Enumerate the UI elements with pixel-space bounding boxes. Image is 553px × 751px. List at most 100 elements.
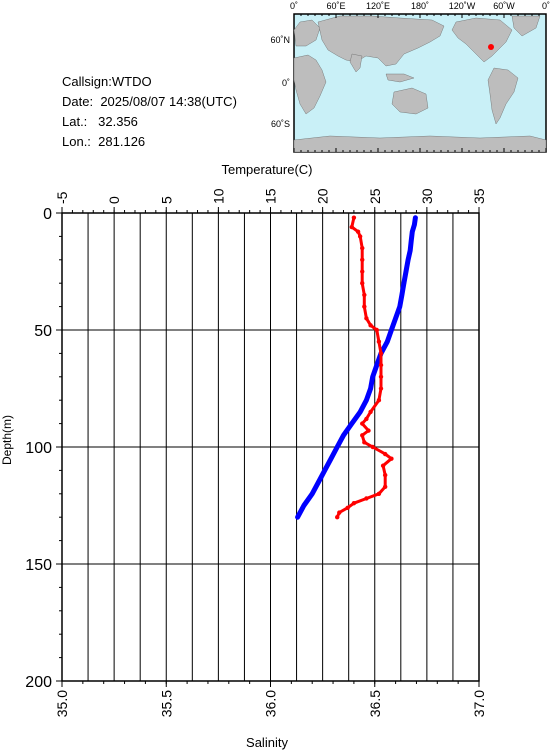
temperature-point (397, 304, 402, 309)
lon-value: 281.126 (98, 134, 146, 149)
map-lon-label: 60˚E (326, 1, 345, 11)
temperature-tick-label: 0 (106, 196, 122, 204)
salinity-point (362, 304, 367, 309)
callsign-row: Callsign:WTDO (62, 72, 237, 92)
callsign-value: WTDO (111, 74, 152, 89)
temperature-point (412, 222, 417, 227)
landmass-greenland (511, 15, 541, 37)
date-label: Date: (62, 94, 94, 109)
salinity-point (378, 386, 384, 391)
temperature-point (413, 215, 418, 220)
map-lon-label: 120˚W (449, 1, 476, 11)
salinity-point (376, 491, 382, 496)
chart-grid (61, 212, 480, 682)
salinity-tick-label: 37.0 (471, 690, 487, 717)
map-lat-label: 60˚S (271, 119, 290, 129)
temperature-point (368, 386, 373, 391)
depth-tick-label: 150 (25, 557, 52, 574)
salinity-point (360, 269, 365, 274)
salinity-point (351, 215, 357, 220)
map-latitude-labels: 60˚N 0˚ 60˚S (270, 35, 290, 129)
landmass-asia (317, 15, 445, 67)
temperature-point (407, 248, 413, 253)
temperature-tick-label: 10 (210, 188, 226, 204)
world-map: 0˚ 60˚E 120˚E 180˚ 120˚W 60˚W 0˚ 60˚N 0˚ 60˚S (270, 1, 550, 153)
salinity-point (364, 316, 369, 321)
salinity-ticks: 35.0 35.5 36.0 36.5 37.0 (54, 681, 487, 717)
temperature-point (385, 339, 390, 344)
temperature-tick-label: 25 (367, 188, 383, 204)
temperature-point (341, 433, 346, 438)
temperature-point (301, 503, 307, 508)
salinity-point (366, 428, 371, 433)
landmass-india (349, 53, 363, 73)
map-lon-label: 120˚E (366, 1, 390, 11)
callsign-label: Callsign: (62, 74, 112, 89)
map-lon-label: 0˚ (290, 1, 298, 11)
lat-row: Lat.: 32.356 (62, 112, 237, 132)
landmass-australia (391, 87, 429, 115)
salinity-point (380, 463, 386, 468)
date-value: 2025/08/07 14:38(UTC) (100, 94, 237, 109)
temperature-point (328, 456, 334, 461)
landmass-south-america (487, 67, 519, 125)
top-axis-title: Temperature(C) (221, 162, 312, 177)
temperature-point (405, 257, 411, 262)
salinity-point (362, 292, 367, 298)
map-lon-label: 0˚ (542, 1, 550, 11)
lon-label: Lon.: (62, 134, 91, 149)
salinity-point (378, 374, 384, 379)
salinity-point (378, 351, 384, 356)
series-layer (295, 215, 418, 520)
salinity-point (360, 245, 365, 251)
temperature-point (295, 515, 300, 520)
temperature-point (409, 238, 414, 244)
temperature-profile-line (295, 215, 418, 520)
salinity-point (368, 323, 373, 328)
map-lat-label: 60˚N (270, 35, 290, 45)
depth-tick-label: 0 (43, 206, 52, 223)
salinity-tick-label: 36.0 (263, 690, 279, 717)
temperature-point (399, 292, 405, 298)
station-info: Callsign:WTDO Date: 2025/08/07 14:38(UTC… (62, 72, 237, 152)
depth-ticks: 0 50 100 150 200 (25, 206, 62, 691)
salinity-point (382, 484, 388, 489)
salinity-point (364, 496, 369, 501)
temperature-point (389, 327, 394, 333)
temperature-point (401, 281, 407, 286)
temperature-point (335, 444, 340, 450)
map-lon-label: 60˚W (493, 1, 515, 11)
salinity-tick-label: 35.5 (158, 690, 174, 717)
station-marker (488, 44, 494, 50)
map-frame-ticks (293, 14, 547, 152)
salinity-point (368, 409, 373, 415)
y-axis-title: Depth(m) (0, 415, 14, 465)
temperature-point (322, 468, 327, 473)
map-land (293, 15, 547, 153)
salinity-point (376, 398, 382, 403)
salinity-point (360, 281, 365, 286)
temperature-point (357, 409, 363, 415)
temperature-point (364, 398, 369, 403)
lat-value: 32.356 (98, 114, 138, 129)
salinity-point (374, 327, 380, 333)
temperature-tick-label: 20 (315, 188, 331, 204)
salinity-point (360, 257, 365, 262)
temperature-tick-label: -5 (54, 191, 70, 204)
temperature-point (370, 374, 375, 379)
salinity-tick-label: 35.0 (54, 690, 70, 717)
salinity-point (382, 451, 388, 457)
map-lat-label: 0˚ (282, 78, 290, 88)
temperature-point (403, 269, 409, 274)
salinity-point (389, 456, 394, 461)
temperature-point (349, 421, 355, 426)
salinity-point (351, 500, 357, 506)
salinity-point (360, 433, 365, 438)
date-row: Date: 2025/08/07 14:38(UTC) (62, 92, 237, 112)
temperature-point (310, 491, 315, 496)
salinity-point (370, 444, 375, 450)
depth-tick-label: 100 (25, 440, 52, 457)
landmass-europe (293, 19, 321, 47)
salinity-profile-line (335, 216, 393, 519)
salinity-point (355, 229, 361, 234)
